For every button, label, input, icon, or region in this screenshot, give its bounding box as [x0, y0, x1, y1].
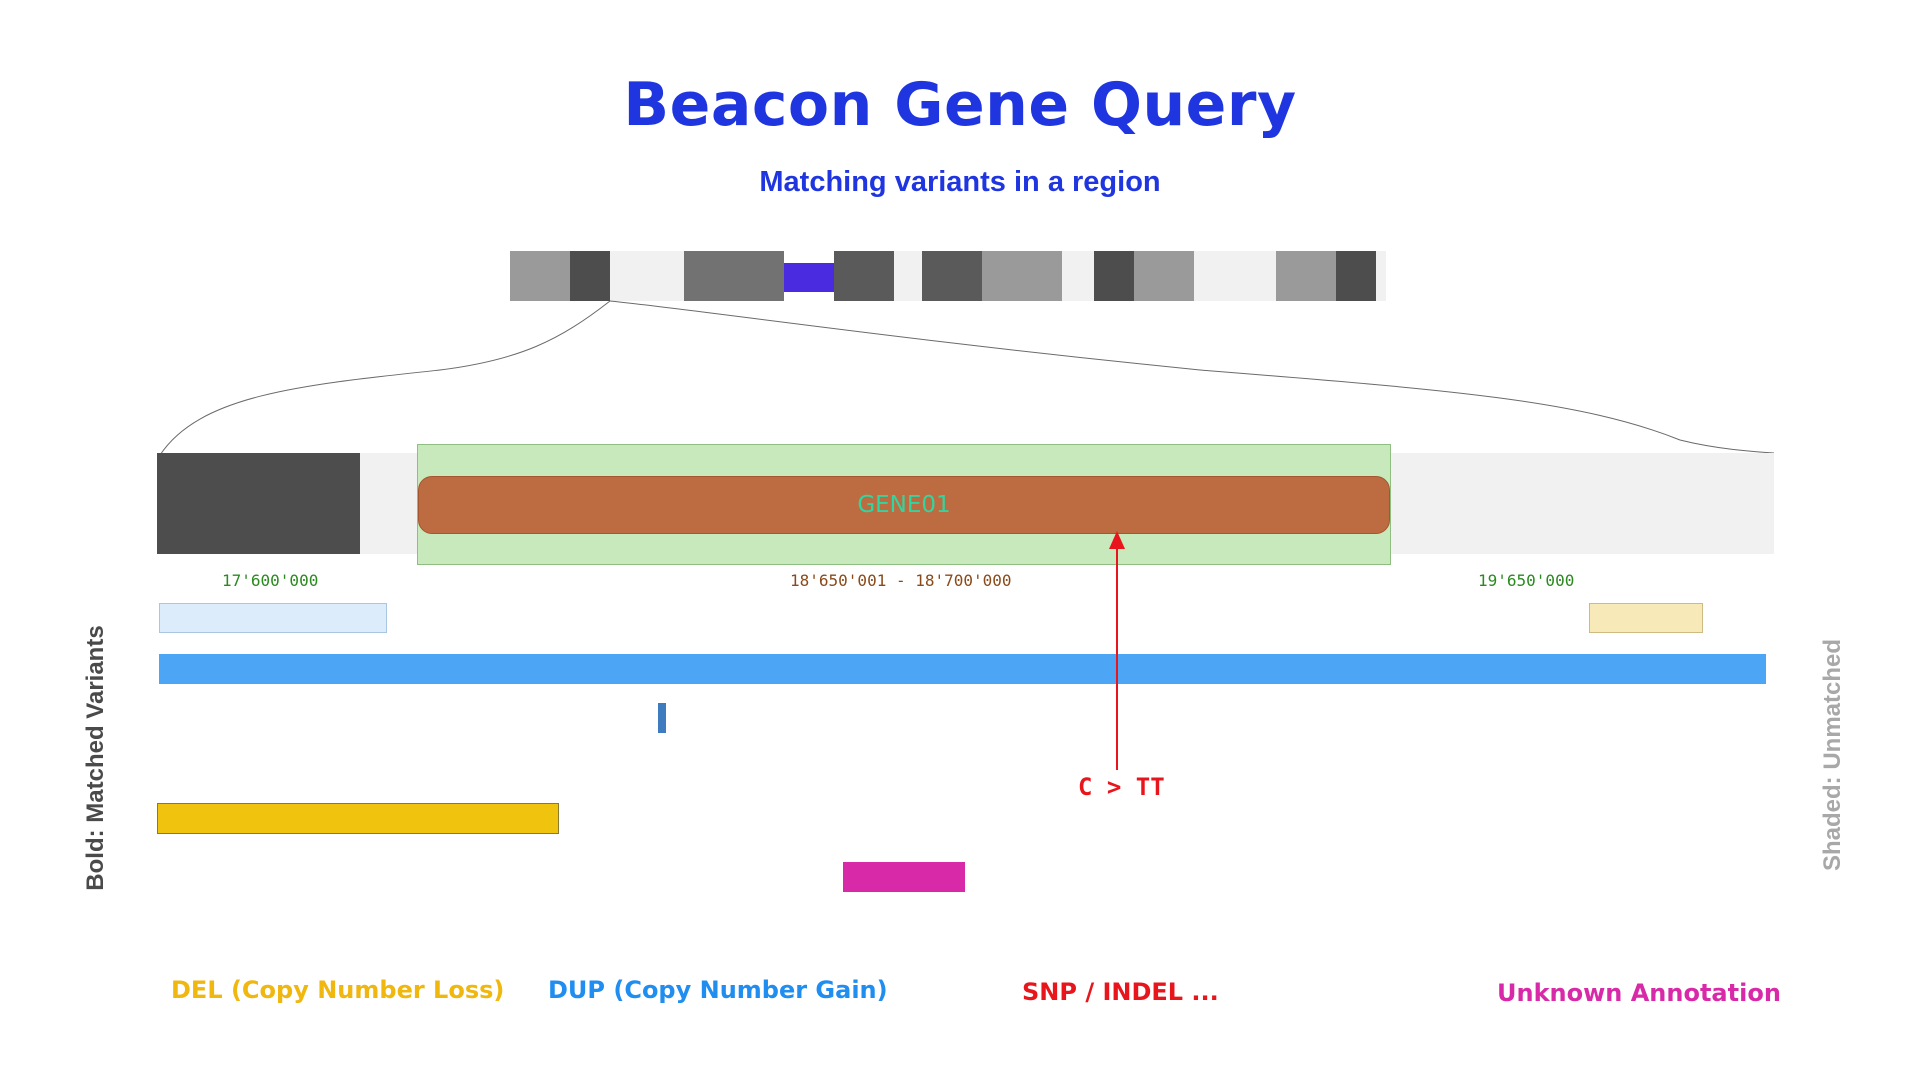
chromosome-band — [922, 251, 982, 301]
coord-right: 19'650'000 — [1478, 571, 1575, 590]
chromosome-band — [1276, 251, 1336, 301]
side-label-unmatched: Shaded: Unmatched — [1819, 638, 1846, 872]
chromosome-band — [1376, 251, 1386, 301]
gene-name: GENE01 — [857, 492, 951, 518]
chromosome-band — [834, 251, 894, 301]
variant-dup[interactable] — [159, 654, 1766, 684]
gene-bar[interactable]: GENE01 — [418, 476, 1390, 534]
chromosome-centromere — [784, 263, 834, 292]
side-label-matched: Bold: Matched Variants — [82, 625, 109, 891]
coord-left: 17'600'000 — [222, 571, 319, 590]
chromosome-band — [1094, 251, 1134, 301]
chromosome-band — [894, 251, 922, 301]
variant-del[interactable] — [157, 803, 559, 834]
snp-label: C > TT — [1078, 773, 1165, 801]
legend-del: DEL (Copy Number Loss) — [171, 976, 505, 1004]
chromosome-band — [684, 251, 784, 301]
chromosome-band — [1194, 251, 1276, 301]
variant-unknown[interactable] — [843, 862, 965, 892]
legend-dup: DUP (Copy Number Gain) — [548, 976, 888, 1004]
chromosome-band — [610, 251, 684, 301]
variant-dup-small[interactable] — [658, 703, 666, 733]
region-dark-band — [157, 453, 360, 554]
chromosome-band — [1062, 251, 1094, 301]
variant-unknown-shaded[interactable] — [1589, 603, 1703, 633]
chromosome-band — [510, 251, 570, 301]
diagram-title: Beacon Gene Query — [623, 70, 1297, 140]
legend-unknown: Unknown Annotation — [1497, 979, 1781, 1007]
chromosome-band — [1134, 251, 1194, 301]
chromosome-band — [982, 251, 1062, 301]
chromosome-band — [1336, 251, 1376, 301]
chromosome-band — [570, 251, 610, 301]
diagram-subtitle: Matching variants in a region — [759, 166, 1161, 198]
variant-del-shaded[interactable] — [159, 603, 387, 633]
coord-center: 18'650'001 - 18'700'000 — [790, 571, 1012, 590]
legend-snp: SNP / INDEL ... — [1022, 978, 1219, 1006]
